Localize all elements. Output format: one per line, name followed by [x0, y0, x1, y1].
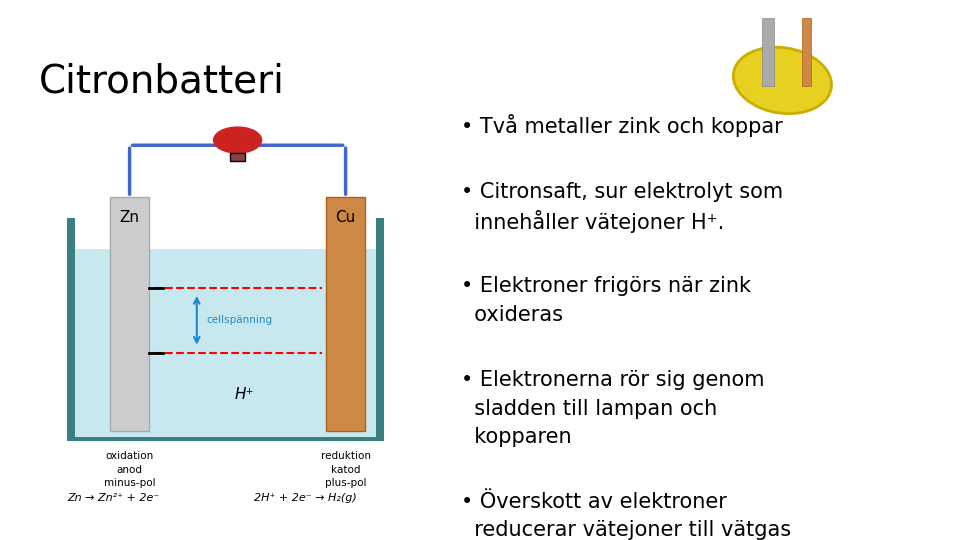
Text: sladden till lampan och: sladden till lampan och [461, 399, 717, 419]
FancyBboxPatch shape [326, 197, 365, 430]
Text: oxidation
anod
minus-pol: oxidation anod minus-pol [104, 451, 156, 488]
FancyBboxPatch shape [762, 18, 774, 86]
Text: Citronbatteri: Citronbatteri [38, 62, 284, 100]
FancyBboxPatch shape [230, 153, 246, 161]
FancyBboxPatch shape [802, 18, 811, 86]
FancyBboxPatch shape [110, 197, 149, 430]
Ellipse shape [733, 47, 831, 113]
Text: Zn → Zn²⁺ + 2e⁻: Zn → Zn²⁺ + 2e⁻ [67, 493, 159, 503]
Text: kopparen: kopparen [461, 428, 571, 448]
Text: H⁺: H⁺ [235, 387, 254, 402]
Circle shape [214, 127, 261, 153]
Text: reducerar vätejoner till vätgas: reducerar vätejoner till vätgas [461, 521, 791, 540]
FancyBboxPatch shape [75, 249, 376, 437]
Text: reduktion
katod
plus-pol: reduktion katod plus-pol [321, 451, 371, 488]
Text: 2H⁺ + 2e⁻ → H₂(g): 2H⁺ + 2e⁻ → H₂(g) [254, 493, 357, 503]
Text: Zn: Zn [120, 211, 139, 225]
Text: • Elektronerna rör sig genom: • Elektronerna rör sig genom [461, 370, 764, 390]
Text: • Citronsaft, sur elektrolyt som: • Citronsaft, sur elektrolyt som [461, 181, 783, 201]
FancyBboxPatch shape [67, 437, 384, 441]
Text: • Elektroner frigörs när zink: • Elektroner frigörs när zink [461, 276, 751, 296]
FancyBboxPatch shape [67, 218, 75, 441]
Text: • Två metaller zink och koppar: • Två metaller zink och koppar [461, 114, 782, 137]
Text: • Överskott av elektroner: • Överskott av elektroner [461, 492, 727, 512]
FancyBboxPatch shape [376, 218, 384, 441]
Text: Cu: Cu [335, 211, 356, 225]
Text: oxideras: oxideras [461, 305, 563, 325]
Text: cellspänning: cellspänning [206, 315, 273, 325]
Text: innehåller vätejoner H⁺.: innehåller vätejoner H⁺. [461, 210, 724, 233]
